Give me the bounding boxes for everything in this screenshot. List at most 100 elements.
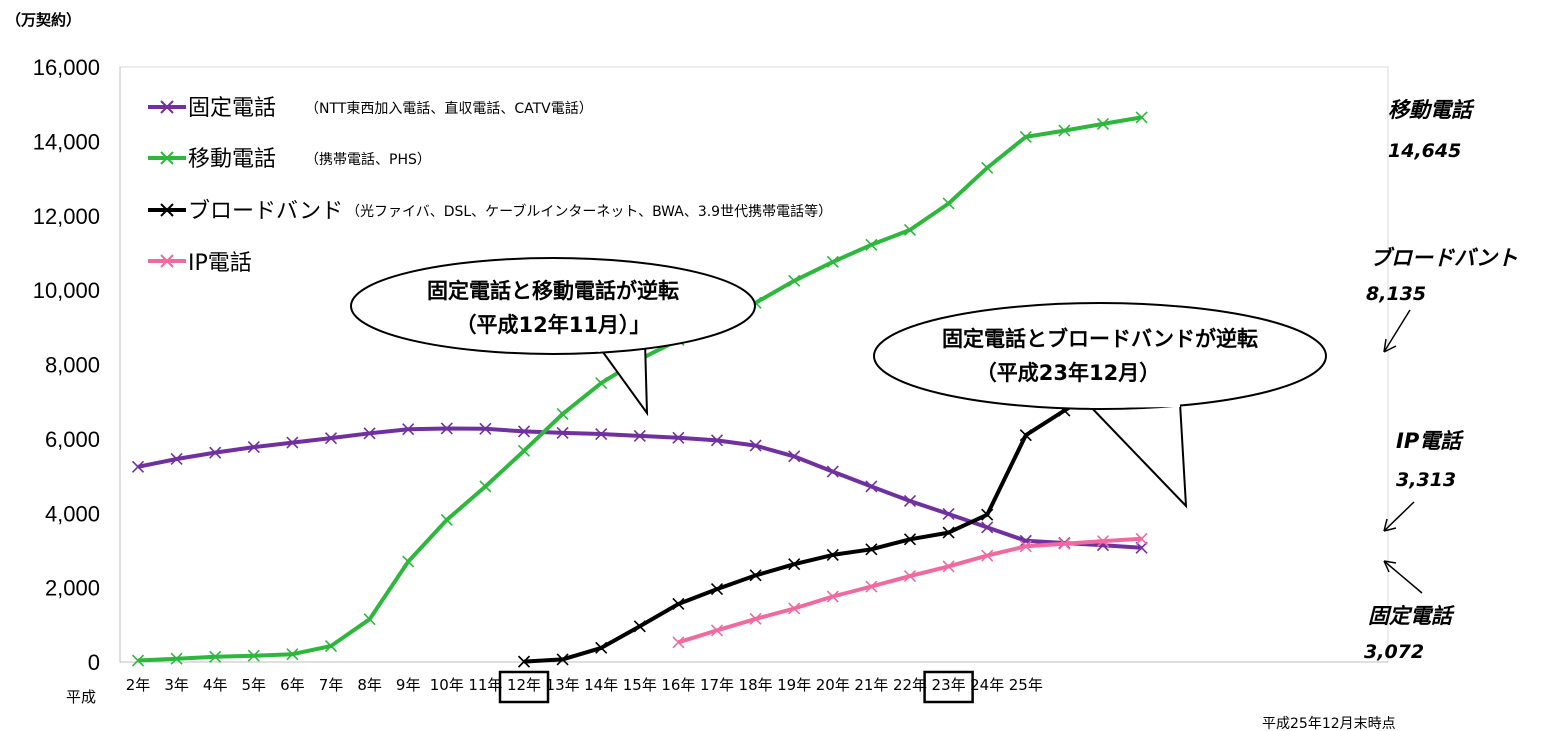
x-tick-label: 9年: [396, 676, 421, 694]
data-point-marker: [1058, 124, 1071, 137]
data-point-marker: [1019, 130, 1032, 143]
x-tick-label: 4年: [203, 676, 228, 694]
data-point-marker: [595, 377, 608, 390]
data-point-marker: [903, 570, 917, 583]
data-point-marker: [865, 580, 878, 593]
x-tick-label: 12年: [507, 676, 541, 694]
end-label-broadband: ブロードバント: [1370, 246, 1518, 270]
data-point-marker: [402, 555, 415, 568]
callout-joint: [1089, 403, 1181, 408]
legend-label-mobile: 移動電話: [188, 147, 276, 172]
callout-text-line1: 固定電話と移動電話が逆転: [427, 279, 679, 303]
x-prefix-label: 平成: [66, 688, 96, 706]
data-point-marker: [903, 533, 917, 546]
data-point-marker: [1096, 535, 1110, 548]
x-tick-label: 15年: [623, 676, 657, 694]
data-point-marker: [981, 549, 994, 562]
data-point-marker: [209, 650, 222, 663]
legend-item-mobile: 移動電話 （携帯電話、PHS）: [148, 147, 431, 172]
data-point-marker: [865, 238, 878, 251]
legend-marker-ip: [160, 254, 174, 268]
data-point-marker: [826, 465, 839, 478]
series-4: [672, 532, 1148, 649]
x-tick-label: 2年: [126, 676, 151, 694]
y-tick-labels: 0 2,000 4,000 6,000 8,000 10,000 12,000 14,000 1…: [33, 55, 100, 675]
data-point-marker: [826, 255, 839, 268]
data-point-marker: [633, 429, 646, 442]
data-point-marker: [710, 434, 724, 447]
data-point-marker: [324, 432, 338, 445]
data-point-marker: [903, 494, 917, 508]
legend-label-ip: IP電話: [188, 251, 252, 276]
data-point-marker: [517, 655, 531, 668]
data-point-marker: [942, 560, 955, 573]
x-tick-label: 19年: [777, 676, 811, 694]
y-tick-label: 14,000: [33, 129, 100, 154]
data-point-marker: [479, 422, 492, 435]
data-point-marker: [942, 197, 955, 210]
data-point-marker: [710, 583, 724, 596]
end-value-broadband: 8,135: [1366, 283, 1426, 305]
end-label-mobile: 移動電話: [1388, 98, 1475, 122]
footnote: 平成25年12月末時点: [1262, 716, 1396, 731]
data-point-marker: [556, 407, 569, 421]
data-point-marker: [1058, 537, 1071, 550]
data-point-marker: [556, 426, 569, 439]
series-1: [131, 422, 1148, 554]
callout-joint: [597, 342, 647, 352]
data-point-marker: [865, 480, 878, 493]
callout-bubble: [350, 257, 756, 355]
data-point-marker: [286, 648, 299, 661]
data-point-marker: [788, 450, 801, 463]
data-point-marker: [865, 543, 878, 556]
data-point-marker: [942, 507, 955, 521]
data-point-marker: [826, 590, 839, 603]
data-point-marker: [170, 652, 183, 665]
y-tick-label: 12,000: [33, 204, 100, 229]
data-point-marker: [1135, 532, 1148, 545]
x-tick-label: 17年: [700, 676, 734, 694]
legend-note-fixed: （NTT東西加入電話、直収電話、CATV電話）: [305, 100, 593, 117]
x-tick-label: 16年: [661, 676, 695, 694]
y-tick-label: 0: [88, 650, 100, 675]
data-point-marker: [556, 653, 569, 666]
data-point-marker: [981, 161, 994, 174]
legend: 固定電話 （NTT東西加入電話、直収電話、CATV電話） 移動電話 （携帯電話、…: [148, 96, 832, 276]
x-tick-highlight-box: [923, 670, 974, 704]
y-tick-label: 2,000: [45, 576, 100, 601]
x-tick-label: 21年: [854, 676, 888, 694]
data-point-marker: [1019, 429, 1032, 442]
legend-note-mobile: （携帯電話、PHS）: [305, 151, 431, 168]
arrow-fixed: [1383, 560, 1423, 594]
x-tick-label: 18年: [739, 676, 773, 694]
data-point-marker: [209, 446, 222, 459]
legend-marker-broadband: [160, 203, 174, 217]
x-tick-label: 24年: [970, 676, 1004, 694]
x-tick-label: 13年: [546, 676, 580, 694]
end-label-ip: IP電話: [1396, 429, 1464, 453]
end-label-fixed: 固定電話: [1368, 604, 1455, 628]
data-point-marker: [710, 624, 724, 637]
data-point-marker: [788, 274, 801, 287]
data-point-marker: [826, 548, 839, 561]
legend-marker-fixed: [160, 100, 174, 114]
x-tick-label: 23年: [932, 676, 966, 694]
data-point-marker: [402, 423, 415, 436]
data-point-marker: [170, 452, 183, 466]
data-point-marker: [633, 620, 646, 633]
series-line: [677, 536, 1142, 645]
callout-fixed-vs-mobile: 固定電話と移動電話が逆転 （平成12年11月）」: [350, 257, 756, 417]
data-point-marker: [749, 569, 762, 582]
y-tick-label: 10,000: [33, 278, 100, 303]
data-point-marker: [479, 480, 492, 493]
legend-label-broadband: ブロードバンド: [188, 199, 343, 224]
legend-label-fixed: 固定電話: [188, 96, 276, 121]
data-point-marker: [981, 521, 994, 534]
x-tick-label: 20年: [816, 676, 850, 694]
y-tick-label: 4,000: [45, 501, 100, 526]
x-tick-label: 14年: [584, 676, 618, 694]
data-point-marker: [595, 427, 608, 441]
data-point-marker: [942, 526, 955, 539]
x-tick-label: 7年: [319, 676, 344, 694]
data-point-marker: [1135, 541, 1148, 554]
